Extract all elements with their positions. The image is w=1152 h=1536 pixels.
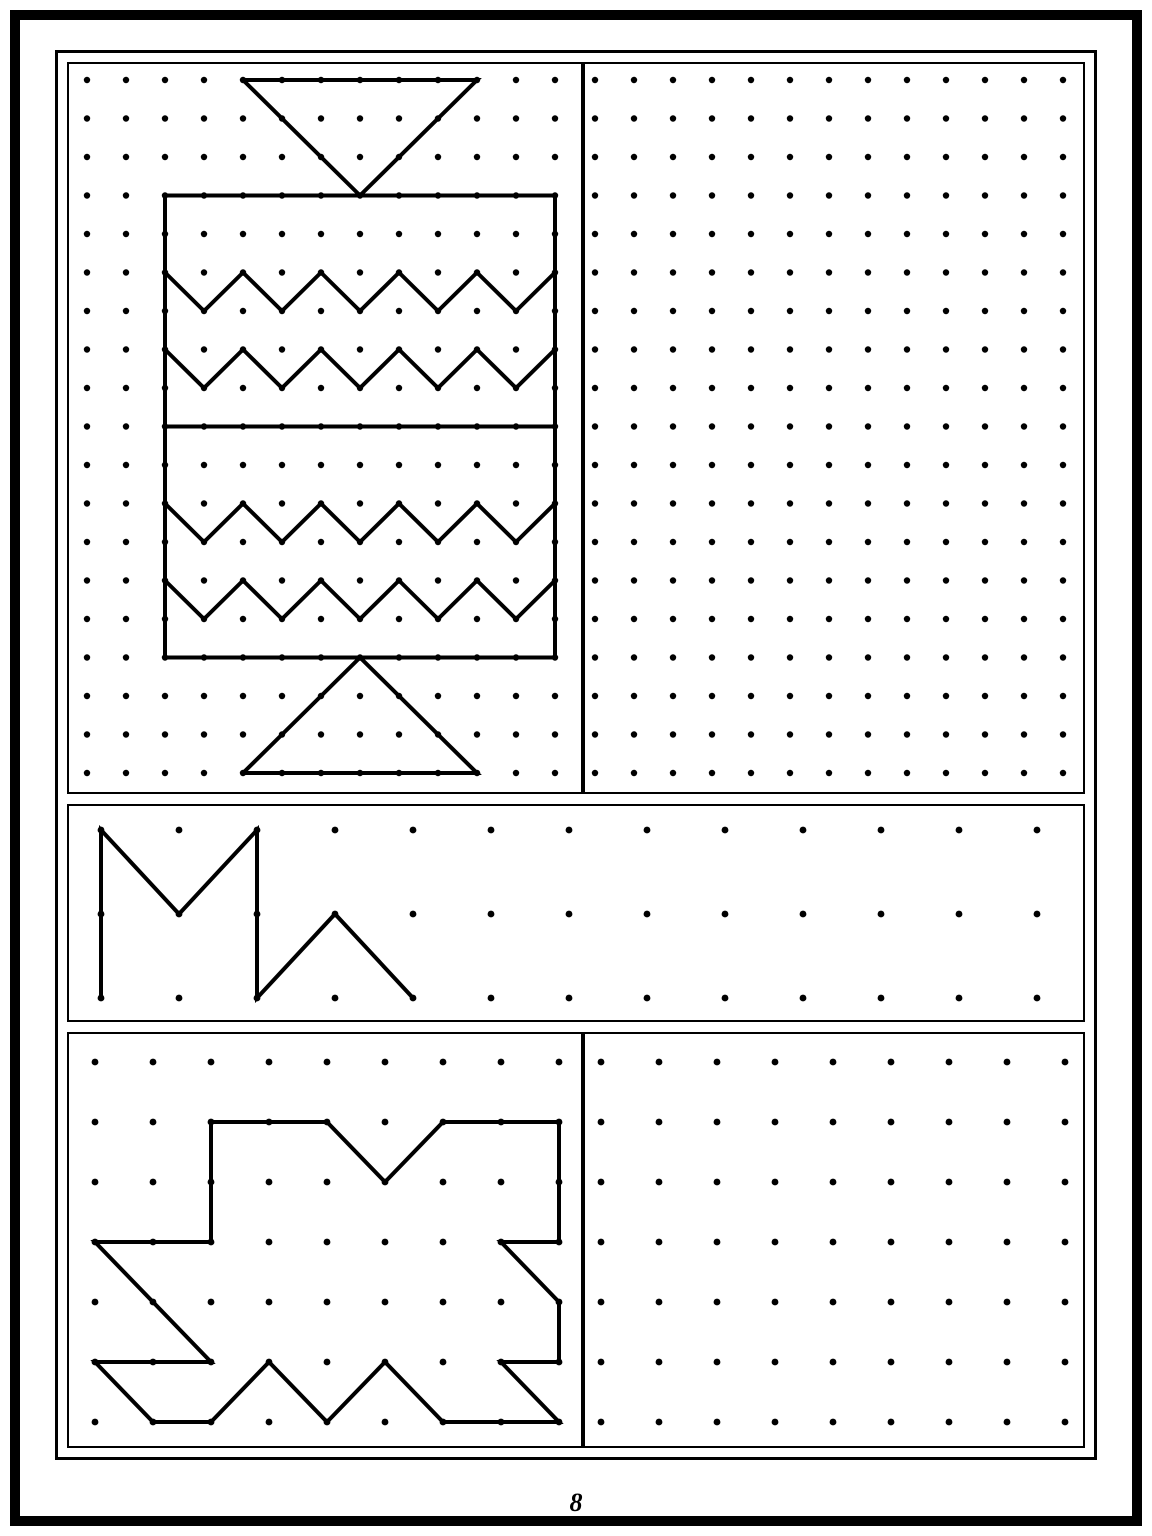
worksheet-page: 8 [0, 0, 1152, 1536]
panel-zigzag-strip [67, 804, 1085, 1022]
panel-candy-blank [583, 62, 1085, 794]
page-number: 8 [0, 1488, 1152, 1518]
panel-candy [67, 62, 583, 794]
panel-elephant [67, 1032, 583, 1448]
panel-elephant-blank [583, 1032, 1085, 1448]
